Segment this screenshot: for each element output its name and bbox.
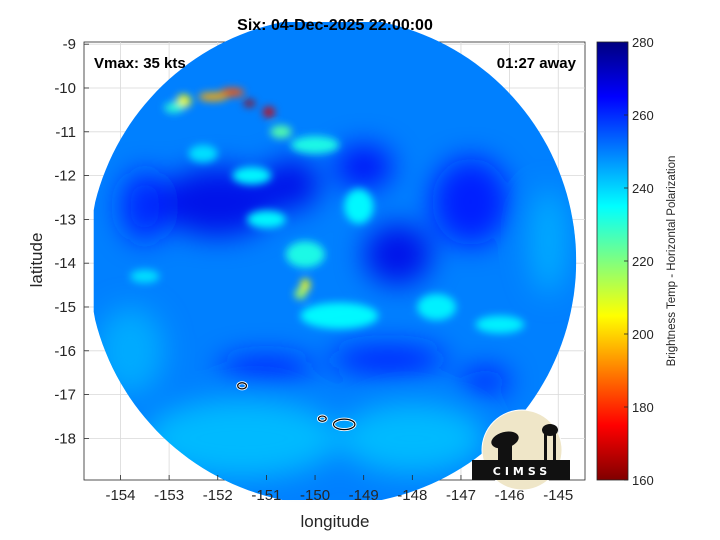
feature-cold bbox=[120, 171, 170, 242]
y-axis-title: latitude bbox=[27, 233, 46, 288]
y-tick-label: -12 bbox=[54, 168, 76, 185]
feature-warm bbox=[188, 144, 218, 163]
feature-cold bbox=[329, 344, 447, 375]
y-tick-label: -10 bbox=[54, 80, 76, 97]
feature-hot bbox=[198, 92, 228, 102]
feature-cold bbox=[261, 158, 320, 211]
x-tick-label: -150 bbox=[300, 487, 330, 504]
cimss-logo: CIMSS bbox=[472, 409, 570, 491]
feature-hot bbox=[243, 99, 256, 107]
y-tick-label: -11 bbox=[55, 124, 76, 141]
feature-warm bbox=[300, 302, 379, 329]
x-axis-title: longitude bbox=[300, 512, 369, 531]
x-tick-label: -153 bbox=[154, 487, 184, 504]
x-tick-label: -154 bbox=[105, 487, 135, 504]
colorbar-gradient bbox=[596, 41, 629, 481]
colorbar-tick-label: 200 bbox=[632, 327, 654, 342]
x-tick-label: -151 bbox=[251, 487, 281, 504]
y-tick-label: -17 bbox=[54, 387, 76, 404]
x-tick-label: -146 bbox=[495, 487, 525, 504]
island-outline bbox=[317, 415, 327, 422]
y-tick-label: -9 bbox=[63, 36, 76, 53]
x-tick-label: -149 bbox=[349, 487, 379, 504]
x-tick-label: -147 bbox=[446, 487, 476, 504]
feature-cool bbox=[339, 403, 486, 474]
island-outline bbox=[237, 382, 248, 390]
x-tick-label: -152 bbox=[203, 487, 233, 504]
feature-warm bbox=[285, 241, 325, 268]
time-away-annotation: 01:27 away bbox=[497, 55, 577, 72]
logo-text: CIMSS bbox=[493, 465, 551, 478]
colorbar-ticks: 280 260 240 220 200 180 160 bbox=[624, 35, 654, 488]
feature-hot bbox=[270, 125, 292, 139]
feature-hot bbox=[300, 278, 311, 292]
colorbar-tick-label: 240 bbox=[632, 181, 654, 196]
feature-cold bbox=[217, 355, 316, 382]
vmax-annotation: Vmax: 35 kts bbox=[94, 55, 186, 72]
y-tick-label: -15 bbox=[54, 299, 76, 316]
colorbar-tick-label: 280 bbox=[632, 35, 654, 50]
feature-hot bbox=[294, 288, 307, 300]
feature-hot bbox=[220, 87, 245, 97]
x-tick-label: -145 bbox=[543, 487, 573, 504]
colorbar-tick-label: 260 bbox=[632, 108, 654, 123]
feature-warm bbox=[232, 166, 272, 185]
feature-warm bbox=[475, 315, 525, 334]
feature-warm bbox=[290, 136, 340, 154]
feature-warm bbox=[417, 293, 457, 321]
feature-warm bbox=[344, 188, 374, 224]
feature-warm bbox=[130, 269, 160, 283]
island-outline bbox=[332, 418, 356, 431]
colorbar-title: Brightness Temp - Horizontal Polarizatio… bbox=[666, 156, 678, 367]
chart-title: Six: 04-Dec-2025 22:00:00 bbox=[237, 17, 433, 34]
feature-cold bbox=[334, 144, 393, 189]
feature-hot bbox=[164, 102, 184, 113]
y-tick-label: -18 bbox=[54, 430, 76, 447]
feature-cold bbox=[159, 166, 277, 237]
y-tick-label: -13 bbox=[54, 211, 76, 228]
y-tick-label: -14 bbox=[54, 255, 76, 272]
convective-features bbox=[130, 87, 525, 334]
feature-cool bbox=[144, 398, 340, 478]
feature-cold bbox=[363, 223, 432, 286]
y-tick-label: -16 bbox=[54, 343, 76, 360]
feature-warm bbox=[246, 210, 286, 229]
colorbar-tick-label: 220 bbox=[632, 254, 654, 269]
x-tick-label: -148 bbox=[397, 487, 427, 504]
colorbar-tick-label: 180 bbox=[632, 400, 654, 415]
feature-hot bbox=[262, 106, 275, 118]
colorbar-tick-label: 160 bbox=[632, 473, 654, 488]
feature-cool bbox=[529, 188, 568, 294]
island-outlines bbox=[236, 381, 357, 432]
y-axis-ticks: -9 -10 -11 -12 -13 -14 -15 -16 -17 -18 bbox=[54, 36, 89, 447]
colorbar: 280 260 240 220 200 180 160 Brightness Temp - … bbox=[596, 35, 678, 488]
feature-cold bbox=[431, 158, 510, 246]
x-axis-ticks: -154 -153 -152 -151 -150 -149 -148 -147 -146 -145 bbox=[105, 475, 573, 504]
feature-cold bbox=[460, 368, 510, 395]
